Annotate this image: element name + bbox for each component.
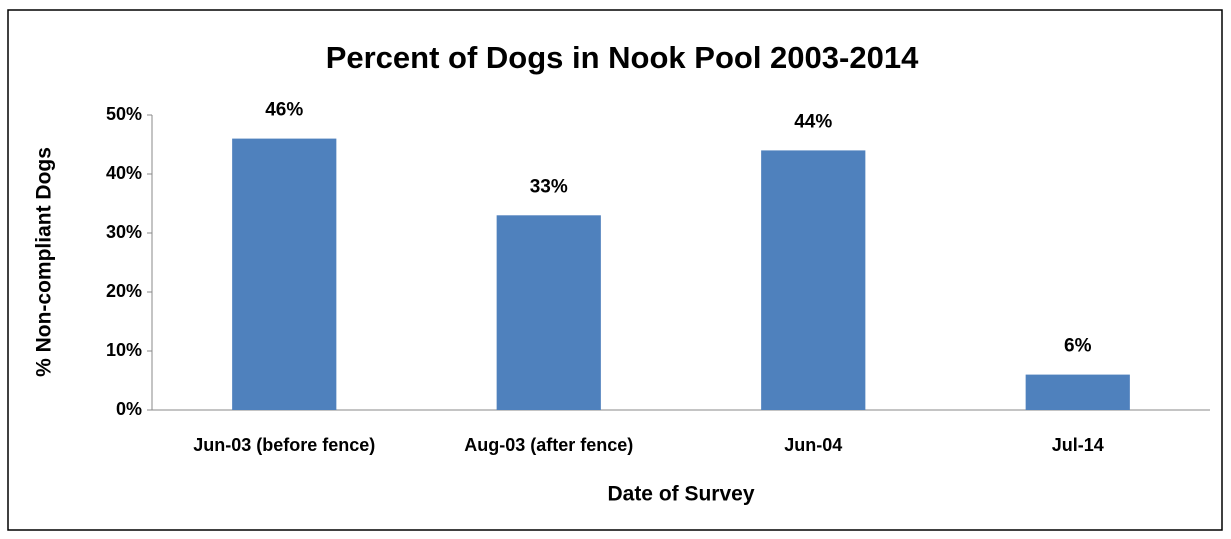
y-tick-label: 30% xyxy=(106,222,142,242)
bar xyxy=(1025,374,1130,410)
value-label: 44% xyxy=(794,111,832,132)
y-axis-label: % Non-compliant Dogs xyxy=(33,147,56,377)
bar xyxy=(232,138,337,410)
chart-border xyxy=(7,9,1223,531)
x-tick-label: Jun-04 xyxy=(784,435,842,455)
value-label: 46% xyxy=(265,100,303,121)
chart-title: Percent of Dogs in Nook Pool 2003-2014 xyxy=(326,40,919,75)
value-label: 6% xyxy=(1064,336,1092,357)
y-tick-label: 0% xyxy=(116,399,142,419)
bar xyxy=(761,150,866,410)
y-tick-label: 10% xyxy=(106,340,142,360)
y-tick-label: 20% xyxy=(106,281,142,301)
value-label: 33% xyxy=(530,176,568,197)
y-tick-label: 40% xyxy=(106,163,142,183)
x-axis-label: Date of Survey xyxy=(607,483,754,506)
x-tick-label: Jul-14 xyxy=(1052,435,1104,455)
bar xyxy=(496,215,601,410)
x-tick-label: Aug-03 (after fence) xyxy=(464,435,633,455)
x-tick-label: Jun-03 (before fence) xyxy=(193,435,375,455)
y-tick-label: 50% xyxy=(106,104,142,124)
